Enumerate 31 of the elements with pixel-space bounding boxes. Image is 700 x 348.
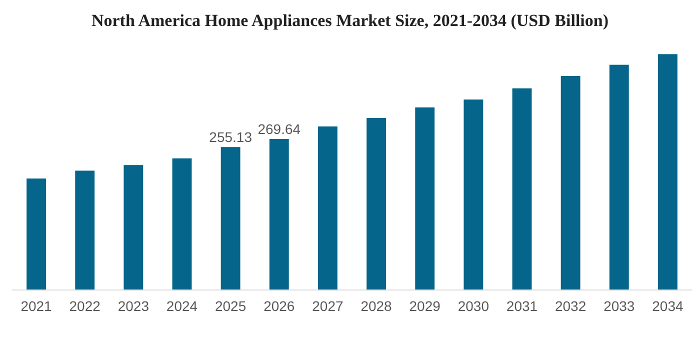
bar [658,54,678,290]
x-tick-label: 2026 [264,298,295,314]
x-tick-label: 2031 [506,298,538,314]
chart-title: North America Home Appliances Market Size, 2021-2034 (USD Billion) [91,11,609,30]
x-tick-label: 2023 [118,298,150,314]
bar [560,76,580,290]
bar [75,170,95,290]
x-tick-label: 2028 [360,298,392,314]
bar [172,158,192,290]
bar [512,88,532,290]
x-tick-label: 2030 [458,298,490,314]
bar [269,138,289,290]
bar [26,178,46,290]
x-tick-label: 2027 [312,298,344,314]
bar [464,100,484,290]
data-label: 269.64 [258,120,301,137]
x-tick-label: 2033 [604,298,635,314]
data-label: 255.13 [209,129,252,146]
x-tick-label: 2025 [214,298,246,314]
x-tick-label: 2021 [20,298,52,314]
x-tick-label: 2034 [652,298,684,314]
bar [220,147,240,290]
x-tick-label: 2022 [69,298,101,314]
x-tick-label: 2029 [409,298,441,314]
x-tick-label: 2024 [166,298,198,314]
bar [124,165,144,290]
bar [318,126,338,290]
x-tick-label: 2032 [554,298,586,314]
bar [415,107,435,290]
bar [366,118,386,290]
bar [609,64,629,290]
